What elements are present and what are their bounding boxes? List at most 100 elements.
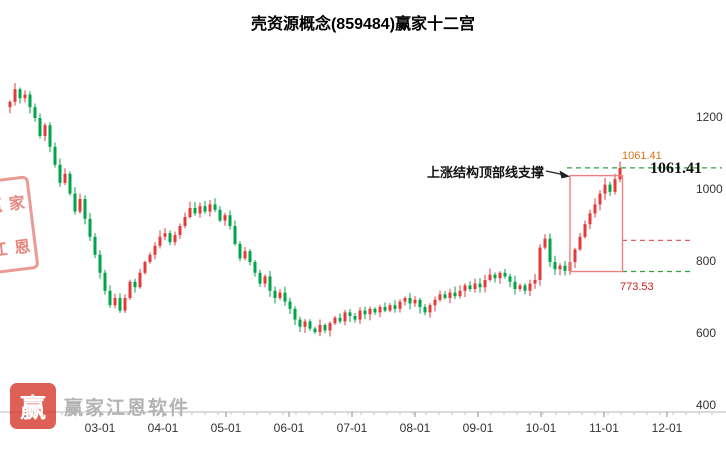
seal-char: 江 xyxy=(0,241,9,261)
candle-body xyxy=(98,254,102,273)
candle-body xyxy=(413,299,417,304)
seal-char: 赢 xyxy=(0,197,4,217)
candle-body xyxy=(283,292,287,302)
candle-body xyxy=(458,290,462,297)
structure-box xyxy=(569,174,624,273)
candle-body xyxy=(608,184,612,192)
x-axis-label: 04-01 xyxy=(147,421,179,435)
candle-body xyxy=(188,208,192,217)
candle-body xyxy=(93,236,97,255)
x-axis-label: 03-01 xyxy=(84,421,116,435)
candle-body xyxy=(368,308,372,315)
candle-body xyxy=(513,281,517,289)
candle-body xyxy=(453,292,457,297)
annotation-arrow-head-icon xyxy=(559,170,570,179)
candle-body xyxy=(68,173,72,194)
candle-body xyxy=(483,280,487,288)
candle-body xyxy=(33,107,37,118)
candle-body xyxy=(213,204,217,210)
candle-body xyxy=(433,299,437,306)
candle-body xyxy=(163,233,167,237)
candle-body xyxy=(233,226,237,244)
page-title: 壳资源概念(859484)赢家十二宫 xyxy=(250,16,476,33)
candle-body xyxy=(388,305,392,311)
candle-body xyxy=(203,206,207,212)
last-price-big-label: 1061.41 xyxy=(650,160,702,177)
candle-body xyxy=(323,325,327,331)
seal-char: 家 xyxy=(8,194,27,214)
candle-body xyxy=(383,307,387,311)
candle-body xyxy=(598,193,602,205)
candle-body xyxy=(338,317,342,322)
candle-body xyxy=(373,308,377,313)
candle-body xyxy=(53,146,57,165)
brand-logo-icon: 赢 xyxy=(10,383,56,429)
candle-body xyxy=(143,262,147,273)
candle-body xyxy=(538,247,542,280)
candle-body xyxy=(278,292,282,298)
candle-body xyxy=(328,323,332,331)
candle-body xyxy=(253,262,257,273)
candle-body xyxy=(548,238,552,262)
x-axis-label: 07-01 xyxy=(336,421,368,435)
candle-body xyxy=(48,125,52,147)
candle-body xyxy=(178,226,182,235)
candle-body xyxy=(118,298,122,311)
candle-body xyxy=(18,89,22,99)
candle-body xyxy=(478,283,482,288)
candle-body xyxy=(398,301,402,309)
candle-body xyxy=(128,281,132,298)
candle-body xyxy=(113,298,117,306)
candle-body xyxy=(578,236,582,250)
candle-body xyxy=(408,298,412,304)
candle-body xyxy=(103,272,107,291)
candle-body xyxy=(73,193,77,212)
candle-body xyxy=(108,290,112,306)
candle-body xyxy=(343,312,347,322)
candle-body xyxy=(438,294,442,300)
x-axis-label: 11-01 xyxy=(589,421,619,435)
candle-body xyxy=(498,272,502,279)
candle-body xyxy=(358,310,362,320)
candle-body xyxy=(263,276,267,284)
candle-body xyxy=(158,236,162,246)
candle-body xyxy=(543,238,547,248)
last-price-marker-label: 1061.41 xyxy=(622,150,662,162)
candle-body xyxy=(78,199,82,212)
candle-body xyxy=(243,251,247,259)
y-axis-label: 400 xyxy=(696,398,717,412)
candle-body xyxy=(463,285,467,291)
candle-body xyxy=(318,325,322,333)
candle-body xyxy=(298,319,302,327)
candle-body xyxy=(593,204,597,214)
candle-body xyxy=(618,167,622,180)
candle-body xyxy=(293,308,297,320)
candle-body xyxy=(533,280,537,284)
candle-body xyxy=(303,321,307,327)
candle-body xyxy=(353,316,357,320)
candle-body xyxy=(378,307,382,313)
candle-body xyxy=(493,274,497,279)
brand-watermark-text: 赢家江恩软件 xyxy=(64,397,191,419)
candle-body xyxy=(443,294,447,298)
candle-body xyxy=(43,125,47,136)
candle-body xyxy=(403,298,407,302)
candle-body xyxy=(558,265,562,270)
candle-body xyxy=(83,199,87,219)
candle-body xyxy=(613,179,617,192)
candle-body xyxy=(148,254,152,262)
candle-body xyxy=(553,262,557,270)
candle-body xyxy=(273,290,277,298)
candle-body xyxy=(63,173,67,183)
candle-body xyxy=(588,213,592,225)
candle-body xyxy=(488,274,492,280)
candle-body xyxy=(38,118,42,136)
candle-body xyxy=(393,305,397,309)
candle-body xyxy=(418,299,422,307)
candle-body xyxy=(198,206,202,214)
candle-body xyxy=(448,292,452,298)
candle-body xyxy=(88,218,92,237)
candle-body xyxy=(173,235,177,243)
x-axis-label: 10-01 xyxy=(525,421,557,435)
